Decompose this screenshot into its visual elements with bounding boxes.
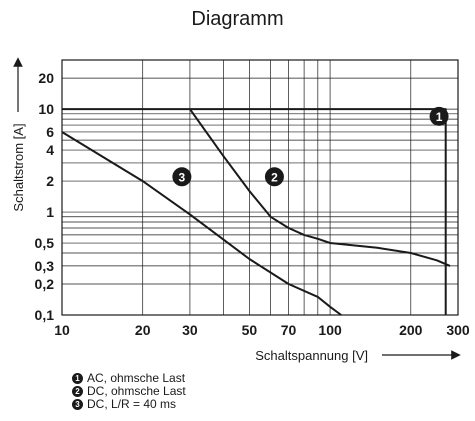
x-tick-label: 300	[446, 322, 470, 338]
y-tick-label: 6	[46, 124, 54, 140]
marker-label: 2	[271, 170, 278, 184]
marker-circle	[429, 106, 449, 126]
legend: 1 AC, ohmsche Last 2 DC, ohmsche Last 3 DC, L…	[72, 372, 186, 411]
x-tick-label: 100	[318, 322, 342, 338]
y-tick-label: 4	[46, 142, 54, 158]
legend-label: DC, ohmsche Last	[87, 384, 186, 398]
x-tick-label: 20	[135, 322, 151, 338]
y-tick-label: 2	[46, 173, 54, 189]
x-tick-label: 200	[399, 322, 423, 338]
y-tick-label: 1	[46, 204, 54, 220]
legend-label: AC, ohmsche Last	[87, 371, 186, 385]
y-tick-label: 10	[38, 101, 54, 117]
marker-circle	[264, 167, 284, 187]
y-axis-label: Schaltstrom [A]	[11, 123, 26, 211]
y-tick-label: 0,5	[35, 235, 55, 251]
series-line-3	[61, 131, 342, 316]
legend-item: 3 DC, L/R = 40 ms	[72, 398, 186, 411]
y-tick-label: 0,2	[35, 276, 55, 292]
plot-frame	[61, 59, 459, 316]
legend-item: 1 AC, ohmsche Last	[72, 372, 186, 385]
legend-label: DC, L/R = 40 ms	[87, 397, 177, 411]
y-tick-label: 0,1	[35, 307, 55, 323]
series-marker-3: 3	[172, 167, 192, 187]
chart-plot: 10 20 30 50 70 100 200 3000,10,20,30,512461020 …	[11, 57, 470, 363]
legend-item: 2 DC, ohmsche Last	[72, 385, 186, 398]
y-tick-label: 20	[38, 70, 54, 86]
series-line-2	[189, 108, 451, 267]
x-tick-label: 70	[281, 322, 297, 338]
x-tick-label: 10	[54, 322, 70, 338]
marker-label: 1	[436, 110, 443, 124]
x-tick-label: 30	[182, 322, 198, 338]
marker-circle	[172, 167, 192, 187]
legend-marker: 3	[72, 399, 83, 410]
chart-title: Diagramm	[191, 8, 284, 30]
series-marker-2: 2	[264, 167, 284, 187]
y-tick-label: 0,3	[35, 258, 55, 274]
legend-marker: 1	[72, 373, 83, 384]
x-tick-label: 50	[242, 322, 258, 338]
legend-marker: 2	[72, 386, 83, 397]
marker-label: 3	[179, 170, 186, 184]
series-marker-1: 1	[429, 106, 449, 126]
x-axis-label: Schaltspannung [V]	[255, 348, 368, 363]
